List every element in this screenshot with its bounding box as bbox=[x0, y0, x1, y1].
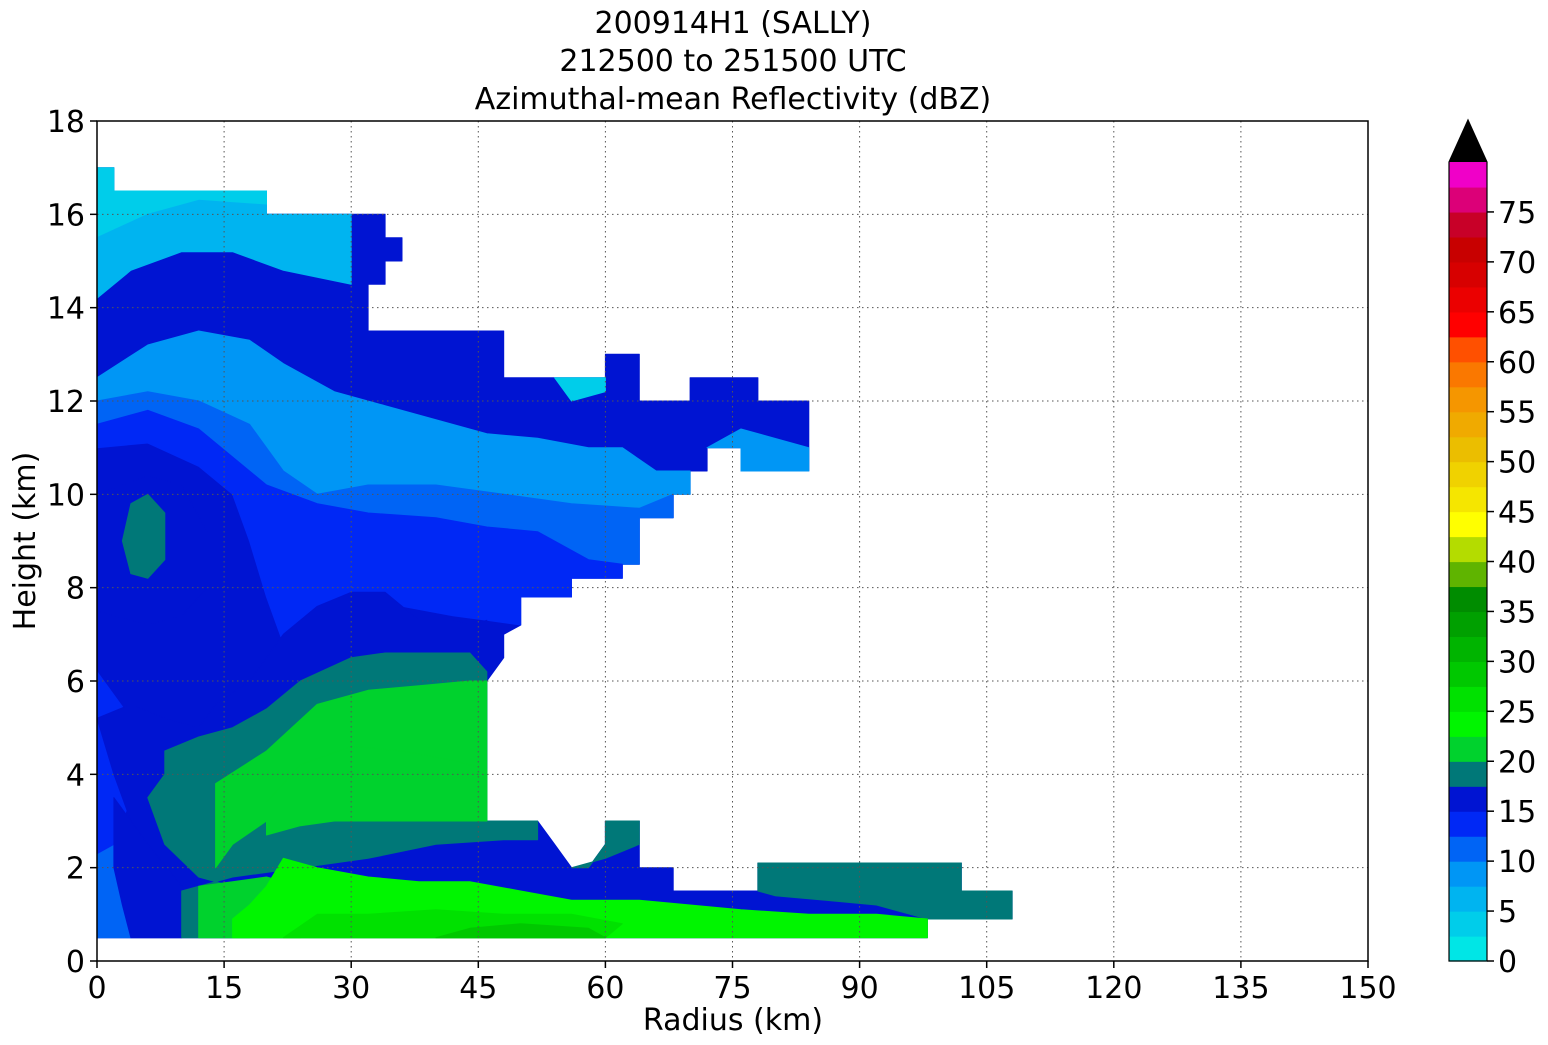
colorbar-tick-label: 0 bbox=[1498, 945, 1517, 980]
y-axis-label: Height (km) bbox=[8, 452, 43, 631]
colorbar-tick-label: 35 bbox=[1498, 595, 1536, 630]
x-tick-label: 30 bbox=[332, 971, 370, 1006]
y-tick-label: 8 bbox=[66, 572, 85, 607]
colorbar-swatch bbox=[1449, 261, 1487, 288]
x-tick-label: 75 bbox=[713, 971, 751, 1006]
colorbar-swatch bbox=[1449, 811, 1487, 837]
colorbar-swatch bbox=[1449, 286, 1487, 313]
colorbar-tick-label: 45 bbox=[1498, 496, 1536, 531]
colorbar-tick-label: 40 bbox=[1498, 546, 1536, 581]
x-tick-label: 120 bbox=[1085, 971, 1142, 1006]
y-tick-label: 16 bbox=[47, 198, 85, 233]
colorbar-swatch bbox=[1449, 661, 1487, 687]
x-tick-label: 90 bbox=[841, 971, 879, 1006]
colorbar-tick-label: 15 bbox=[1498, 795, 1536, 830]
x-tick-label: 105 bbox=[958, 971, 1015, 1006]
contour-region bbox=[97, 409, 623, 645]
x-tick-label: 0 bbox=[87, 971, 106, 1006]
colorbar-tick-label: 20 bbox=[1498, 745, 1536, 780]
colorbar-extend-arrow bbox=[1449, 120, 1487, 162]
colorbar-swatch bbox=[1449, 461, 1487, 488]
colorbar-swatch bbox=[1449, 711, 1487, 737]
y-axis: 0 2 4 6 8 10 12 14 16 18 bbox=[47, 105, 97, 980]
colorbar-tick-label: 75 bbox=[1498, 196, 1536, 231]
contour-region bbox=[706, 428, 810, 472]
title-line-3: Azimuthal-mean Reflectivity (dBZ) bbox=[475, 82, 991, 117]
title-line-2: 212500 to 251500 UTC bbox=[559, 44, 906, 79]
colorbar-swatch bbox=[1449, 311, 1487, 338]
colorbar-swatch bbox=[1449, 162, 1487, 188]
colorbar-swatch bbox=[1449, 411, 1487, 438]
colorbar-tick-label: 10 bbox=[1498, 845, 1536, 880]
colorbar-tick-label: 65 bbox=[1498, 296, 1536, 331]
grid-lines bbox=[97, 121, 1368, 961]
colorbar-swatch bbox=[1449, 936, 1487, 962]
x-tick-label: 150 bbox=[1339, 971, 1396, 1006]
colorbar-swatch bbox=[1449, 336, 1487, 363]
colorbar: 0 5 10 15 20 25 30 35 40 45 50 55 60 65 70 75 bbox=[1448, 118, 1536, 980]
colorbar-tick-label: 50 bbox=[1498, 446, 1536, 481]
colorbar-tick-label: 60 bbox=[1498, 346, 1536, 381]
plot-area bbox=[97, 167, 1013, 939]
y-tick-label: 14 bbox=[47, 292, 85, 327]
chart-title: 200914H1 (SALLY)212500 to 251500 UTCAzim… bbox=[475, 6, 991, 117]
colorbar-swatch bbox=[1449, 736, 1487, 762]
x-tick-label: 45 bbox=[459, 971, 497, 1006]
colorbar-swatch bbox=[1449, 886, 1487, 912]
y-tick-label: 18 bbox=[47, 105, 85, 140]
y-tick-label: 6 bbox=[66, 665, 85, 700]
colorbar-tick-label: 30 bbox=[1498, 645, 1536, 680]
colorbar-swatch bbox=[1449, 386, 1487, 413]
colorbar-swatch bbox=[1449, 636, 1487, 662]
colorbar-swatch bbox=[1449, 211, 1487, 238]
x-axis: 0 15 30 45 60 75 90 105 120 135 150 bbox=[87, 961, 1397, 1006]
colorbar-swatch bbox=[1449, 486, 1487, 513]
colorbar-swatch bbox=[1449, 586, 1487, 613]
colorbar-swatch bbox=[1449, 561, 1487, 588]
colorbar-swatch bbox=[1449, 361, 1487, 388]
contour-region bbox=[571, 820, 640, 869]
x-tick-label: 60 bbox=[586, 971, 624, 1006]
x-tick-label: 15 bbox=[205, 971, 243, 1006]
colorbar-tick-label: 70 bbox=[1498, 246, 1536, 281]
colorbar-tick-label: 55 bbox=[1498, 396, 1536, 431]
colorbar-outline bbox=[1448, 118, 1488, 962]
colorbar-swatch bbox=[1449, 536, 1487, 563]
title-line-1: 200914H1 (SALLY) bbox=[594, 6, 871, 41]
y-tick-label: 0 bbox=[66, 945, 85, 980]
colorbar-swatch bbox=[1449, 511, 1487, 538]
colorbar-swatch bbox=[1449, 786, 1487, 812]
colorbar-tick-label: 25 bbox=[1498, 695, 1536, 730]
x-tick-label: 135 bbox=[1212, 971, 1269, 1006]
y-tick-label: 2 bbox=[66, 852, 85, 887]
colorbar-swatch bbox=[1449, 186, 1487, 213]
colorbar-swatch bbox=[1449, 611, 1487, 638]
x-axis-label: Radius (km) bbox=[643, 1003, 823, 1038]
colorbar-swatch bbox=[1449, 436, 1487, 463]
colorbar-tick-label: 5 bbox=[1498, 895, 1517, 930]
contour-region bbox=[435, 923, 606, 939]
colorbar-swatch bbox=[1449, 836, 1487, 862]
colorbar-swatch bbox=[1449, 761, 1487, 787]
colorbar-swatch bbox=[1449, 236, 1487, 263]
y-tick-label: 12 bbox=[47, 385, 85, 420]
y-tick-label: 4 bbox=[66, 758, 85, 793]
colorbar-swatch bbox=[1449, 861, 1487, 887]
colorbar-swatch bbox=[1449, 686, 1487, 712]
y-tick-label: 10 bbox=[47, 478, 85, 513]
colorbar-swatch bbox=[1449, 911, 1487, 937]
contour-region bbox=[121, 493, 166, 579]
